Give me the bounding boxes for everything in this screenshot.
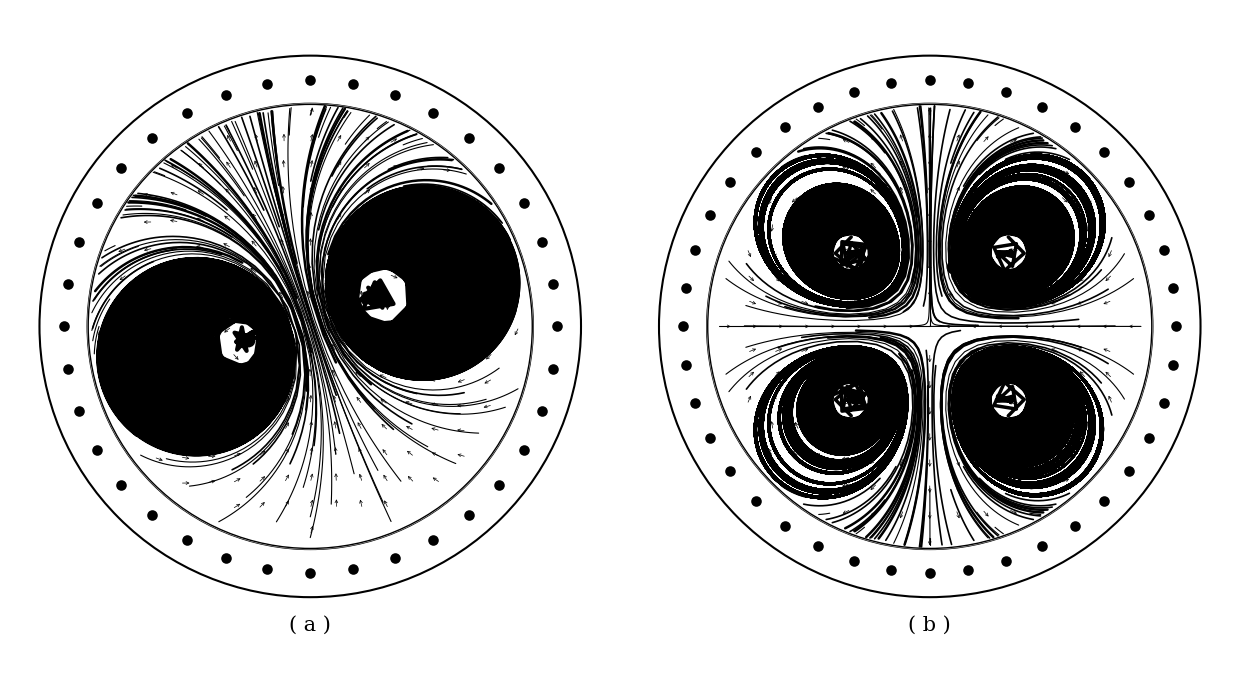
Point — [58, 278, 78, 289]
Point — [677, 359, 697, 370]
Point — [424, 108, 444, 118]
Point — [68, 237, 88, 248]
Point — [532, 237, 552, 248]
Point — [882, 77, 901, 88]
Point — [258, 78, 278, 89]
Text: ( a ): ( a ) — [289, 616, 331, 635]
Point — [343, 564, 363, 575]
Point — [300, 75, 320, 85]
Point — [300, 567, 320, 578]
Point — [775, 122, 795, 133]
Point — [547, 321, 567, 332]
Point — [258, 564, 278, 575]
Point — [720, 176, 740, 187]
Point — [177, 108, 197, 118]
Point — [720, 466, 740, 476]
Point — [1140, 209, 1159, 220]
Point — [543, 278, 563, 289]
Point — [384, 553, 404, 563]
Point — [489, 163, 508, 174]
Point — [959, 77, 978, 88]
Point — [58, 364, 78, 375]
Point — [1167, 321, 1187, 332]
Point — [1065, 122, 1085, 133]
Point — [53, 321, 73, 332]
Point — [424, 534, 444, 545]
Point — [1032, 540, 1052, 551]
Point — [1120, 466, 1140, 476]
Point — [543, 364, 563, 375]
Point — [112, 163, 131, 174]
Point — [1163, 359, 1183, 370]
Point — [745, 495, 765, 506]
Point — [942, 261, 962, 272]
Point — [141, 509, 161, 520]
Point — [177, 534, 197, 545]
Point — [459, 509, 479, 520]
Point — [112, 479, 131, 490]
Point — [882, 565, 901, 575]
Point — [141, 133, 161, 143]
Point — [1094, 495, 1114, 506]
Point — [686, 245, 706, 256]
Point — [808, 540, 828, 551]
Point — [701, 433, 720, 444]
Point — [1120, 176, 1140, 187]
Point — [87, 444, 107, 455]
Point — [489, 479, 508, 490]
Point — [459, 133, 479, 143]
Point — [1032, 102, 1052, 112]
Point — [87, 198, 107, 209]
Point — [343, 78, 363, 89]
Point — [920, 567, 940, 578]
Point — [362, 294, 382, 305]
Point — [1154, 397, 1174, 408]
Point — [677, 283, 697, 293]
Point — [920, 75, 940, 85]
Point — [686, 397, 706, 408]
Point — [1094, 147, 1114, 157]
Point — [216, 90, 236, 100]
Point — [996, 87, 1016, 98]
Point — [673, 321, 693, 332]
Point — [238, 334, 258, 345]
Point — [513, 198, 533, 209]
Point — [384, 90, 404, 100]
Point — [1163, 283, 1183, 293]
Point — [1140, 433, 1159, 444]
Point — [1065, 520, 1085, 531]
Point — [996, 555, 1016, 566]
Text: ( b ): ( b ) — [909, 616, 951, 635]
Point — [843, 555, 863, 566]
Point — [844, 392, 864, 402]
Point — [513, 444, 533, 455]
Point — [843, 87, 863, 98]
Point — [1154, 245, 1174, 256]
Point — [701, 209, 720, 220]
Point — [808, 102, 828, 112]
Point — [745, 147, 765, 157]
Point — [216, 553, 236, 563]
Point — [532, 405, 552, 416]
Point — [959, 565, 978, 575]
Point — [68, 405, 88, 416]
Point — [775, 520, 795, 531]
